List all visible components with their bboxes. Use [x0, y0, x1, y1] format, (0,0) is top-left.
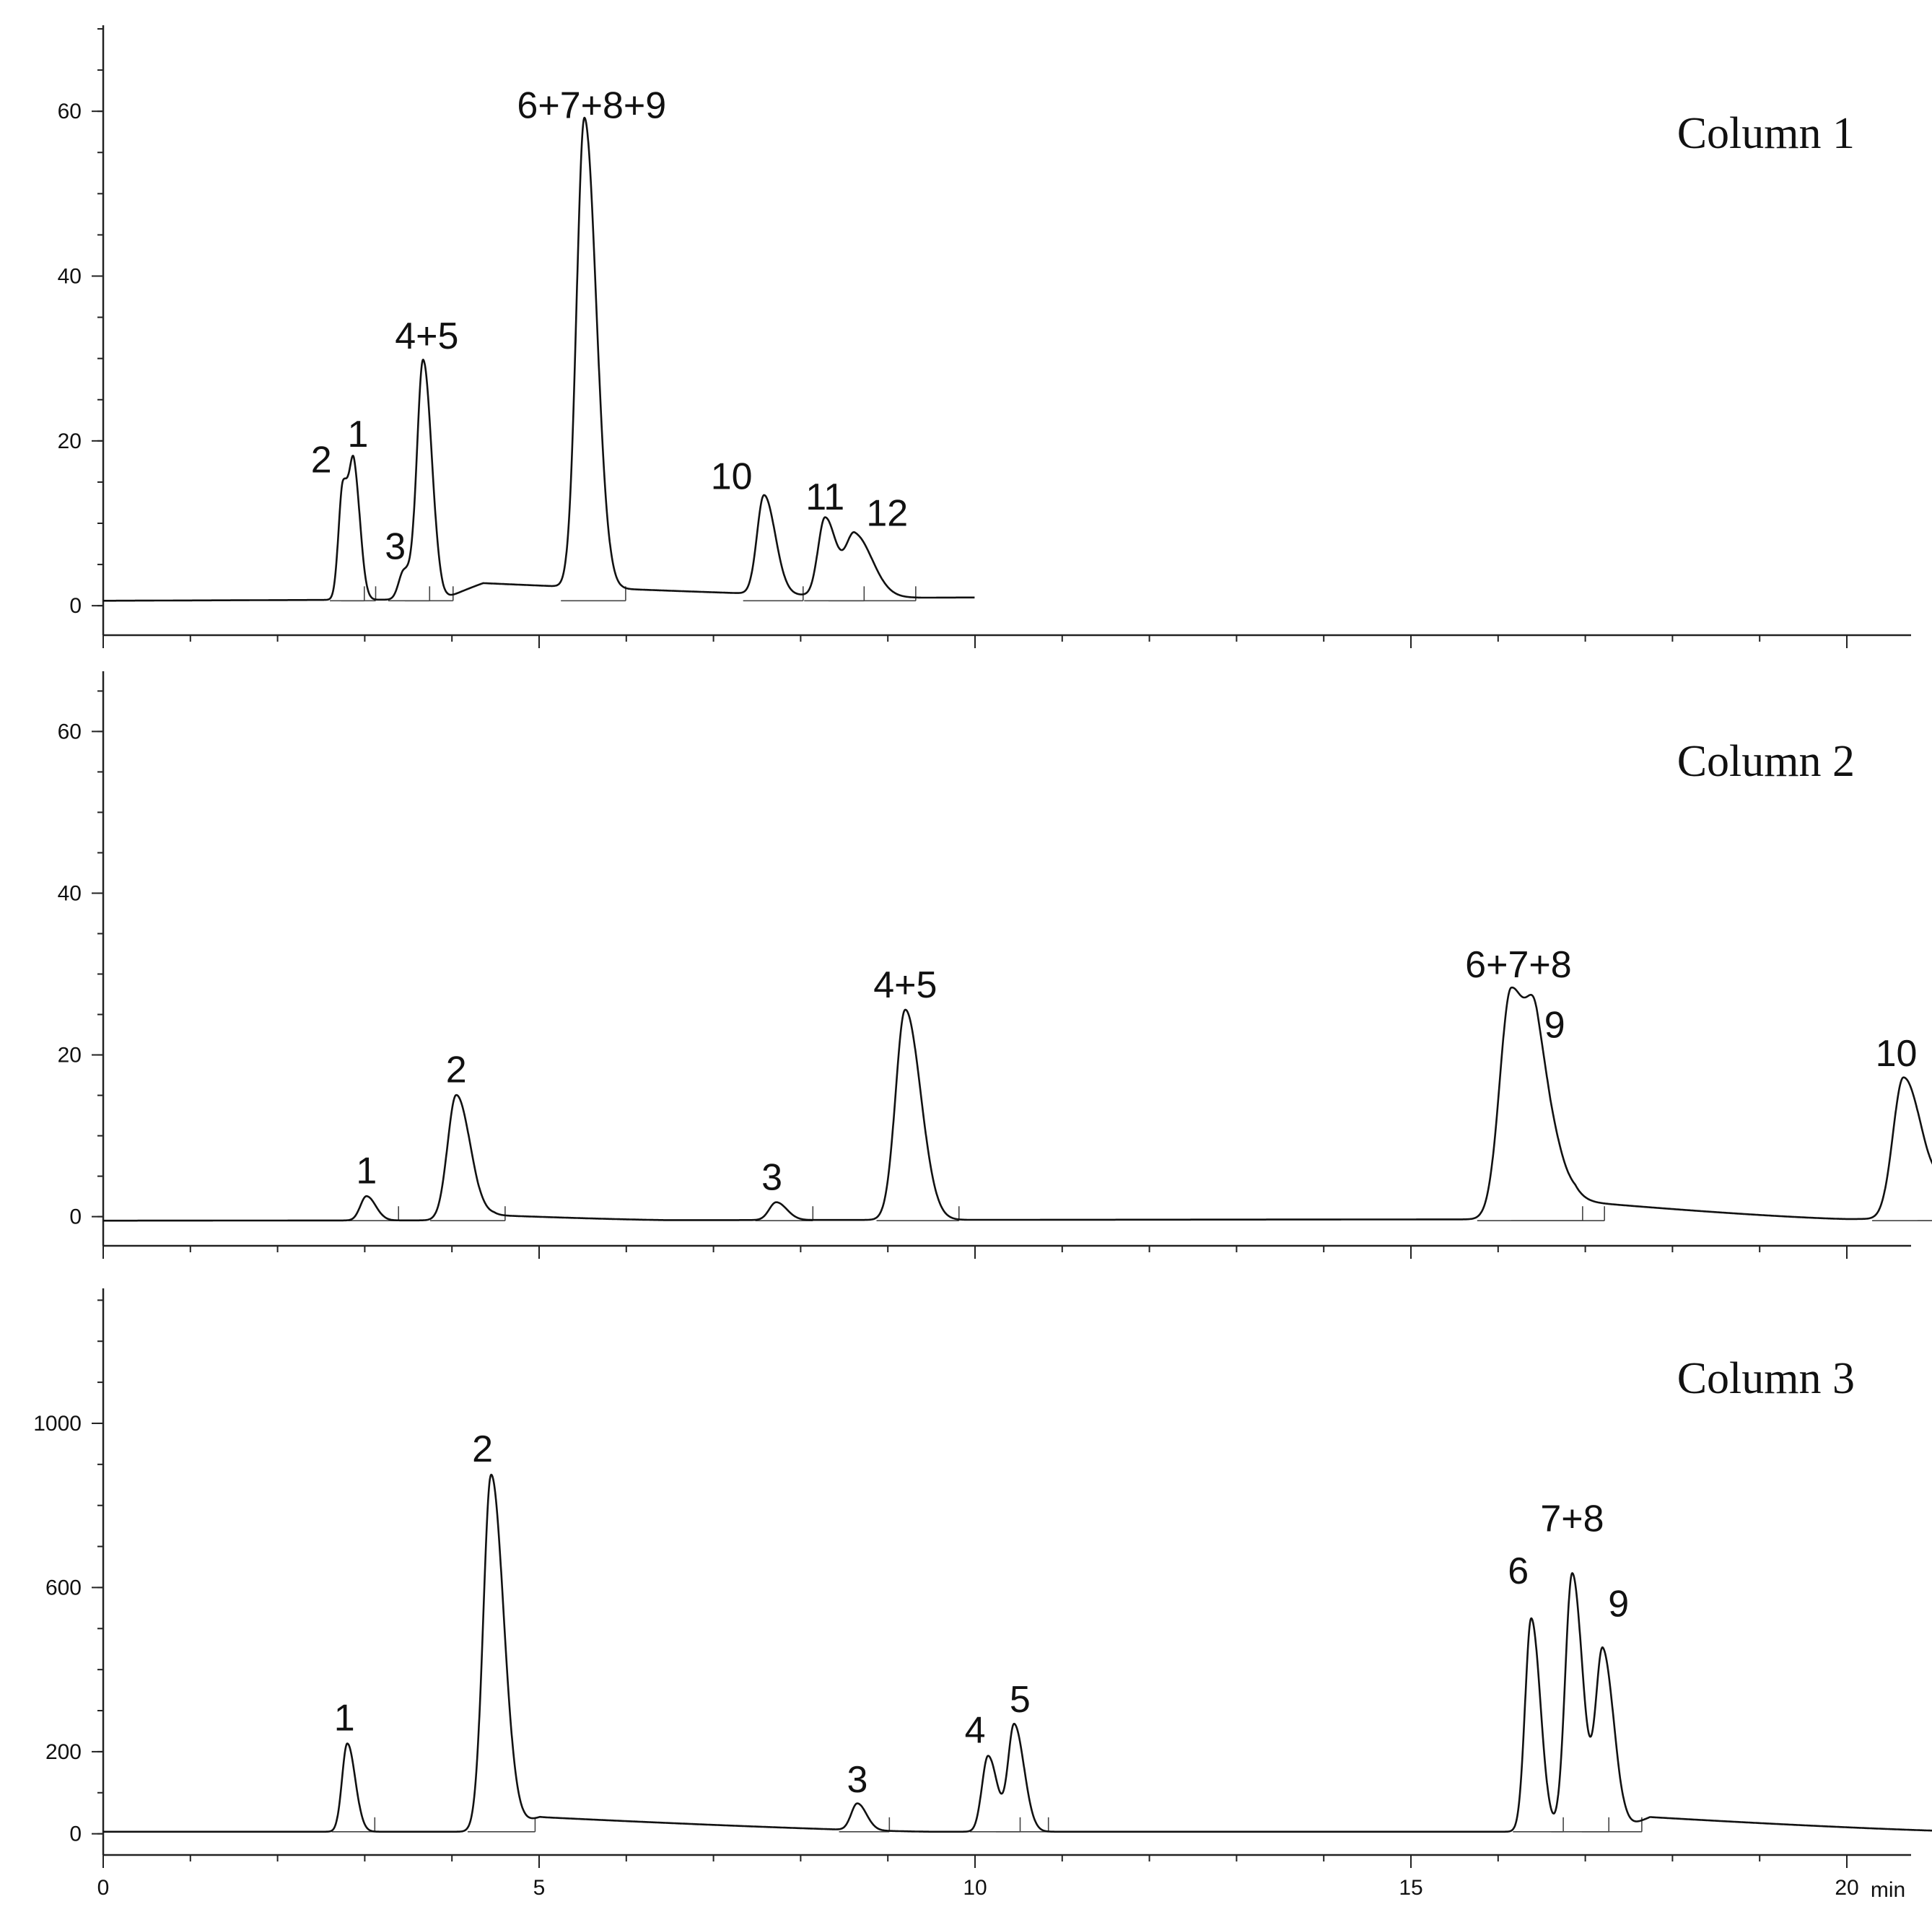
peak-label: 5: [1010, 1679, 1031, 1721]
peak-label: 2: [472, 1428, 493, 1470]
peak-label: 9: [1544, 1005, 1565, 1047]
panel-3: 020060010000510152025min1234567+89101112…: [33, 1288, 1932, 1902]
peak-label: 6+7+8: [1465, 944, 1572, 986]
panel-title: Column 3: [1677, 1354, 1855, 1403]
x-tick-label: 5: [533, 1876, 546, 1900]
peak-label: 3: [385, 525, 406, 567]
panel-title: Column 1: [1677, 109, 1855, 158]
x-tick-label: 0: [97, 1876, 110, 1900]
peak-label: 4+5: [873, 964, 937, 1006]
peak-label: 10: [711, 455, 753, 497]
peak-label: 1: [347, 414, 368, 455]
peak-label: 6+7+8+9: [517, 85, 666, 127]
peak-label: 7+8: [1540, 1498, 1604, 1540]
panel-1: 0 20 40 60 21 3 4+5 6+7+8+9 10 11 12 Column 1: [58, 25, 1911, 648]
y-tick-label: 0: [69, 1822, 82, 1846]
x-tick-label: 20: [1835, 1876, 1858, 1900]
peak-label: 3: [847, 1759, 867, 1801]
y-tick-label: 40: [58, 881, 82, 905]
y-tick-label: 60: [58, 720, 82, 743]
peak-label: 6: [1508, 1550, 1529, 1592]
chromatogram-trace: [102, 116, 976, 602]
x-tick-label: 10: [963, 1876, 987, 1900]
y-tick-label: 20: [58, 429, 82, 453]
peak-label: 11: [805, 476, 844, 518]
y-tick-label: 60: [58, 100, 82, 123]
x-tick-label: 15: [1399, 1876, 1422, 1900]
y-tick-label: 20: [58, 1044, 82, 1068]
x-axis-unit: min: [1871, 1878, 1905, 1902]
y-tick-label: 600: [45, 1576, 82, 1599]
peak-label: 4+5: [395, 315, 458, 357]
y-tick-label: 1000: [33, 1412, 82, 1436]
panel-title: Column 2: [1677, 737, 1855, 786]
peak-label: 3: [761, 1157, 782, 1199]
peak-label: 4: [965, 1710, 986, 1752]
y-tick-label: 0: [69, 1205, 82, 1229]
chromatogram-trace: [102, 986, 1932, 1222]
peak-label: 12: [866, 493, 908, 535]
peak-label: 10: [1876, 1033, 1918, 1075]
peak-label: 2: [311, 439, 332, 481]
peak-label: 9: [1608, 1584, 1629, 1625]
y-tick-label: 0: [69, 594, 82, 618]
peak-label: 1: [334, 1698, 355, 1739]
peak-label: 1: [356, 1151, 377, 1192]
peak-label: 2: [446, 1049, 467, 1091]
y-tick-label: 200: [45, 1740, 82, 1764]
y-tick-label: 40: [58, 265, 82, 289]
chromatogram-trace: [102, 1473, 1932, 1833]
